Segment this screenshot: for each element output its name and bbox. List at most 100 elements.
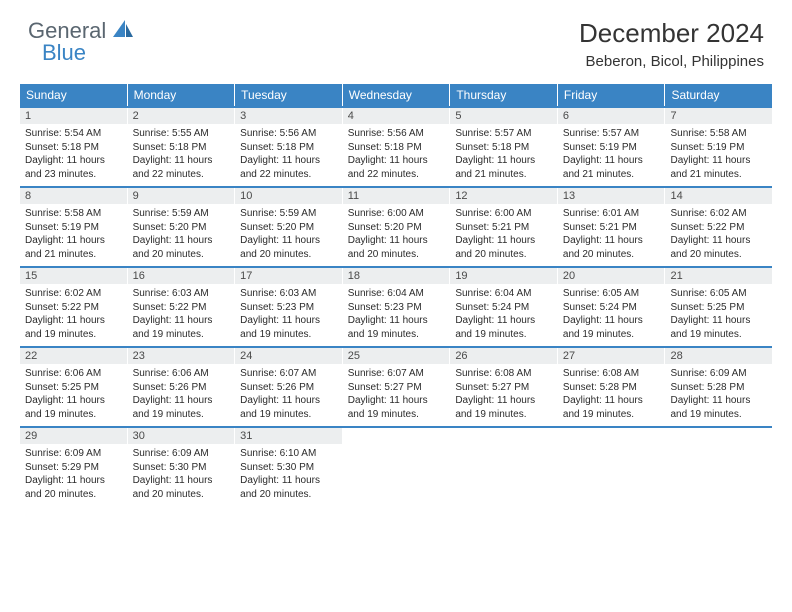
sunset-text: Sunset: 5:20 PM — [133, 221, 230, 235]
daylight-line2: and 21 minutes. — [455, 168, 552, 182]
day-cell: 13Sunrise: 6:01 AMSunset: 5:21 PMDayligh… — [558, 188, 666, 266]
day-cell: 9Sunrise: 5:59 AMSunset: 5:20 PMDaylight… — [128, 188, 236, 266]
day-cell: 5Sunrise: 5:57 AMSunset: 5:18 PMDaylight… — [450, 108, 558, 186]
sunset-text: Sunset: 5:22 PM — [25, 301, 122, 315]
day-cell — [450, 428, 558, 506]
day-number: 1 — [20, 108, 127, 124]
day-number: 15 — [20, 268, 127, 284]
day-number: 25 — [343, 348, 450, 364]
day-body: Sunrise: 6:09 AMSunset: 5:30 PMDaylight:… — [128, 444, 235, 505]
daylight-line2: and 19 minutes. — [240, 408, 337, 422]
day-number: 18 — [343, 268, 450, 284]
week-row: 1Sunrise: 5:54 AMSunset: 5:18 PMDaylight… — [20, 106, 772, 186]
weekday-header: Saturday — [665, 84, 772, 106]
day-number: 13 — [558, 188, 665, 204]
daylight-line1: Daylight: 11 hours — [455, 394, 552, 408]
day-number: 4 — [343, 108, 450, 124]
sunrise-text: Sunrise: 5:59 AM — [133, 207, 230, 221]
sunrise-text: Sunrise: 6:09 AM — [133, 447, 230, 461]
location-text: Beberon, Bicol, Philippines — [579, 53, 764, 70]
daylight-line1: Daylight: 11 hours — [25, 234, 122, 248]
weekday-header: Monday — [128, 84, 236, 106]
daylight-line2: and 19 minutes. — [563, 408, 660, 422]
day-cell: 1Sunrise: 5:54 AMSunset: 5:18 PMDaylight… — [20, 108, 128, 186]
sunrise-text: Sunrise: 5:57 AM — [455, 127, 552, 141]
sunrise-text: Sunrise: 6:03 AM — [133, 287, 230, 301]
day-cell: 16Sunrise: 6:03 AMSunset: 5:22 PMDayligh… — [128, 268, 236, 346]
day-cell: 29Sunrise: 6:09 AMSunset: 5:29 PMDayligh… — [20, 428, 128, 506]
logo-text-blue: Blue — [42, 40, 135, 66]
sunset-text: Sunset: 5:27 PM — [455, 381, 552, 395]
daylight-line2: and 22 minutes. — [240, 168, 337, 182]
sunrise-text: Sunrise: 6:05 AM — [670, 287, 767, 301]
day-body: Sunrise: 5:56 AMSunset: 5:18 PMDaylight:… — [343, 124, 450, 185]
sunset-text: Sunset: 5:30 PM — [240, 461, 337, 475]
sunset-text: Sunset: 5:21 PM — [563, 221, 660, 235]
sunrise-text: Sunrise: 6:06 AM — [133, 367, 230, 381]
day-body: Sunrise: 5:56 AMSunset: 5:18 PMDaylight:… — [235, 124, 342, 185]
daylight-line2: and 20 minutes. — [455, 248, 552, 262]
sunset-text: Sunset: 5:18 PM — [240, 141, 337, 155]
header: General Blue December 2024 Beberon, Bico… — [0, 0, 792, 78]
day-cell: 8Sunrise: 5:58 AMSunset: 5:19 PMDaylight… — [20, 188, 128, 266]
day-body: Sunrise: 6:03 AMSunset: 5:23 PMDaylight:… — [235, 284, 342, 345]
sunset-text: Sunset: 5:24 PM — [563, 301, 660, 315]
daylight-line2: and 20 minutes. — [133, 248, 230, 262]
day-number: 27 — [558, 348, 665, 364]
sunrise-text: Sunrise: 5:58 AM — [670, 127, 767, 141]
day-body: Sunrise: 6:03 AMSunset: 5:22 PMDaylight:… — [128, 284, 235, 345]
daylight-line2: and 21 minutes. — [563, 168, 660, 182]
logo-sail-icon — [113, 25, 135, 42]
day-body: Sunrise: 6:06 AMSunset: 5:26 PMDaylight:… — [128, 364, 235, 425]
day-cell: 26Sunrise: 6:08 AMSunset: 5:27 PMDayligh… — [450, 348, 558, 426]
daylight-line2: and 20 minutes. — [563, 248, 660, 262]
day-number: 5 — [450, 108, 557, 124]
sunset-text: Sunset: 5:26 PM — [133, 381, 230, 395]
day-body: Sunrise: 6:01 AMSunset: 5:21 PMDaylight:… — [558, 204, 665, 265]
daylight-line2: and 19 minutes. — [670, 328, 767, 342]
sunrise-text: Sunrise: 5:58 AM — [25, 207, 122, 221]
day-body: Sunrise: 6:08 AMSunset: 5:27 PMDaylight:… — [450, 364, 557, 425]
sunrise-text: Sunrise: 6:04 AM — [348, 287, 445, 301]
day-cell: 31Sunrise: 6:10 AMSunset: 5:30 PMDayligh… — [235, 428, 343, 506]
sunrise-text: Sunrise: 6:08 AM — [455, 367, 552, 381]
day-cell: 11Sunrise: 6:00 AMSunset: 5:20 PMDayligh… — [343, 188, 451, 266]
day-body: Sunrise: 5:59 AMSunset: 5:20 PMDaylight:… — [235, 204, 342, 265]
day-number: 17 — [235, 268, 342, 284]
sunset-text: Sunset: 5:19 PM — [563, 141, 660, 155]
sunrise-text: Sunrise: 6:06 AM — [25, 367, 122, 381]
day-number: 2 — [128, 108, 235, 124]
day-body: Sunrise: 6:04 AMSunset: 5:23 PMDaylight:… — [343, 284, 450, 345]
week-row: 8Sunrise: 5:58 AMSunset: 5:19 PMDaylight… — [20, 186, 772, 266]
day-cell: 21Sunrise: 6:05 AMSunset: 5:25 PMDayligh… — [665, 268, 772, 346]
week-row: 29Sunrise: 6:09 AMSunset: 5:29 PMDayligh… — [20, 426, 772, 506]
sunrise-text: Sunrise: 6:01 AM — [563, 207, 660, 221]
sunset-text: Sunset: 5:18 PM — [455, 141, 552, 155]
sunset-text: Sunset: 5:22 PM — [670, 221, 767, 235]
sunset-text: Sunset: 5:19 PM — [670, 141, 767, 155]
day-cell: 27Sunrise: 6:08 AMSunset: 5:28 PMDayligh… — [558, 348, 666, 426]
daylight-line2: and 22 minutes. — [133, 168, 230, 182]
sunset-text: Sunset: 5:23 PM — [348, 301, 445, 315]
daylight-line1: Daylight: 11 hours — [133, 394, 230, 408]
sunrise-text: Sunrise: 6:02 AM — [670, 207, 767, 221]
daylight-line2: and 19 minutes. — [348, 408, 445, 422]
month-title: December 2024 — [579, 18, 764, 49]
day-cell: 19Sunrise: 6:04 AMSunset: 5:24 PMDayligh… — [450, 268, 558, 346]
sunrise-text: Sunrise: 5:55 AM — [133, 127, 230, 141]
sunset-text: Sunset: 5:18 PM — [348, 141, 445, 155]
day-body: Sunrise: 5:55 AMSunset: 5:18 PMDaylight:… — [128, 124, 235, 185]
daylight-line1: Daylight: 11 hours — [348, 234, 445, 248]
daylight-line2: and 19 minutes. — [563, 328, 660, 342]
daylight-line1: Daylight: 11 hours — [25, 474, 122, 488]
daylight-line2: and 20 minutes. — [133, 488, 230, 502]
day-body: Sunrise: 5:57 AMSunset: 5:19 PMDaylight:… — [558, 124, 665, 185]
day-number: 22 — [20, 348, 127, 364]
day-body: Sunrise: 6:04 AMSunset: 5:24 PMDaylight:… — [450, 284, 557, 345]
day-cell: 3Sunrise: 5:56 AMSunset: 5:18 PMDaylight… — [235, 108, 343, 186]
daylight-line1: Daylight: 11 hours — [670, 234, 767, 248]
daylight-line2: and 19 minutes. — [348, 328, 445, 342]
day-body: Sunrise: 6:07 AMSunset: 5:26 PMDaylight:… — [235, 364, 342, 425]
sunset-text: Sunset: 5:19 PM — [25, 221, 122, 235]
sunrise-text: Sunrise: 6:09 AM — [670, 367, 767, 381]
